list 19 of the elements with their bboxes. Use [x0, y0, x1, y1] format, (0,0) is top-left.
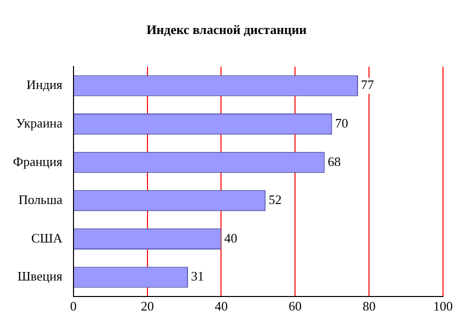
y-tick-label: Польша	[18, 192, 63, 208]
y-tick-label: США	[31, 230, 63, 246]
data-label: 31	[190, 268, 204, 284]
chart-title: Индекс власной дистанции	[146, 22, 308, 38]
x-tick-label: 80	[362, 298, 376, 314]
y-tick-label: Франция	[12, 154, 62, 169]
data-label: 68	[328, 154, 341, 169]
y-tick-label: Украина	[16, 115, 63, 130]
x-tick-label: 100	[433, 298, 453, 314]
data-label: 70	[335, 115, 348, 130]
x-tick-label: 60	[288, 298, 302, 314]
y-tick-label: Швеция	[18, 268, 62, 284]
y-tick-label: Индия	[26, 77, 62, 92]
x-tick-label: 40	[214, 298, 228, 314]
x-tick-label: 0	[70, 298, 77, 314]
data-label: 40	[224, 230, 238, 246]
data-label: 77	[360, 77, 374, 92]
x-tick-label: 20	[140, 298, 154, 314]
data-label: 52	[268, 192, 282, 208]
